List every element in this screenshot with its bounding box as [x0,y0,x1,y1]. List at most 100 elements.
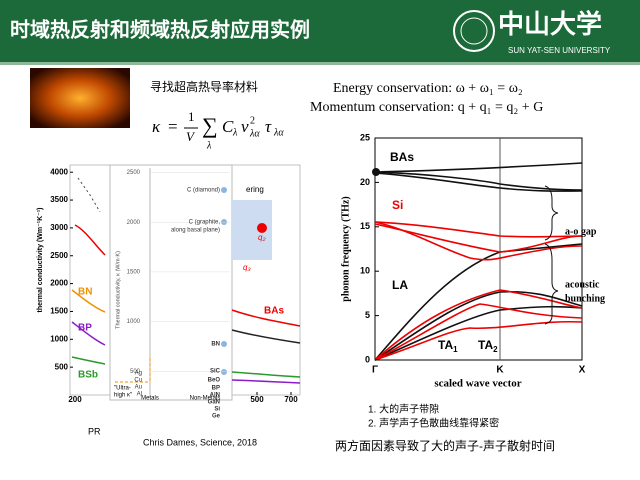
caption: 寻找超高热导率材料 [150,79,258,94]
ta-label: TA2 [478,338,498,354]
x-tick-label: K [496,365,504,376]
ultra-label: high κ" [114,393,132,399]
y-tick-label: 1500 [127,269,141,275]
material-label: along basal plane) [171,228,220,234]
formula-part: V [186,129,196,144]
material-label: BeO [208,378,221,384]
curve [231,371,301,378]
series-label: BAs [390,150,414,164]
dot [372,168,380,176]
metal-label: Cu [134,378,142,384]
y-tick-label: 500 [130,369,141,375]
material-label: SiC [210,369,221,375]
partial-label: ering [246,185,264,194]
curve [231,309,301,327]
material-label: BAs [264,306,284,317]
y-tick-label: 1000 [127,319,141,325]
ta-sub: 1 [453,345,458,354]
momentum-conservation: Momentum conservation: q + q₁ = q₂ + G [310,100,543,115]
series-label: LA [392,278,408,292]
curve [74,224,106,256]
logo: 中山大学 [498,9,602,39]
material-label: Ge [212,414,221,420]
formula-part: λ [232,127,238,138]
curve [231,329,301,344]
branch [374,305,583,361]
data-points [77,177,101,213]
y-tick-label: 2500 [127,170,141,176]
logo-sub: SUN YAT-SEN UNIVERSITY [508,46,611,55]
y-tick-label: 2500 [50,251,68,260]
y-tick-label: 4000 [50,167,68,176]
ultra-label: "Ultra- [114,386,131,392]
material-label: GaN [208,400,220,406]
y-axis-label: phonon frequency (THz) [340,196,351,301]
material-label: BN [78,287,92,298]
y-tick-label: 3000 [50,223,68,232]
material-image [30,68,130,128]
left-figure [69,164,301,401]
x-tick-label: 500 [250,395,264,404]
energy-conservation: Energy conservation: ω + ω₁ = ω₂ [333,81,523,96]
conclusion: 两方面因素导致了大的声子-声子散射时间 [335,438,555,453]
header-rule [0,62,640,65]
y-tick-label: 10 [360,266,370,276]
title: 时域热反射和频域热反射应用实例 [10,17,310,41]
header-bar [0,0,640,62]
x-tick-label: 700 [284,395,298,404]
emblem [453,10,495,52]
gap-label: a-o gap [565,226,597,237]
x-tick-label: X [579,365,586,376]
branch [374,290,583,361]
formula-part: 2 [250,115,255,126]
y-tick-label: 5 [365,310,370,320]
material-label: BSb [78,370,98,381]
metal-label: Ag [135,371,142,377]
curve [231,379,301,384]
group-label: Metals [141,396,159,402]
formula-part: 1 [188,109,195,124]
branch [374,320,583,361]
bunching-label: bunching [565,293,605,304]
formula: κ = 1 V ∑ λ C λ v 2 λα τ λα [152,109,284,151]
material-label: Si [214,407,220,413]
y-axis-label: thermal conductivity (Wm⁻¹K⁻¹) [37,207,44,312]
y-tick-label: 1500 [50,307,68,316]
branch [374,221,583,238]
formula-part: κ [152,117,161,136]
material-label: AlN [210,393,220,399]
credit: Chris Dames, Science, 2018 [143,437,257,447]
emblem [460,17,488,45]
note: 1. 大的声子带隙 [368,403,439,416]
formula-part: λ [206,140,212,151]
formula-part: C [222,117,234,136]
metal-label: Al [137,392,142,398]
branch [374,289,583,361]
inset [109,164,233,401]
y-axis-label: Thermal conductivity, κ (W/m·K) [115,251,121,329]
y-tick-label: 15 [360,221,370,231]
formula-part: τ [265,117,272,136]
material-label: C (graphite, [189,220,221,226]
branch [374,162,583,173]
branch [374,303,583,361]
q-label: q₂ [258,233,266,242]
x-axis-label: scaled wave vector [434,378,521,390]
right-figure: a-o gap acoustic bunching BAs Si LA TA1 … [340,137,605,390]
formula-part: = [168,117,178,136]
curve [71,289,106,313]
q-label: q₃ [243,263,251,272]
dot [221,187,227,193]
group-label: Non-Metals [190,396,221,402]
y-tick-label: 25 [360,132,370,142]
x-tick-label: Γ [372,365,378,376]
formula-part: v [241,117,249,136]
curve [71,321,106,346]
y-tick-label: 2000 [127,220,141,226]
y-tick-label: 3500 [50,195,68,204]
dot [221,341,227,347]
formula-part: λα [249,128,260,139]
curve [71,356,106,365]
